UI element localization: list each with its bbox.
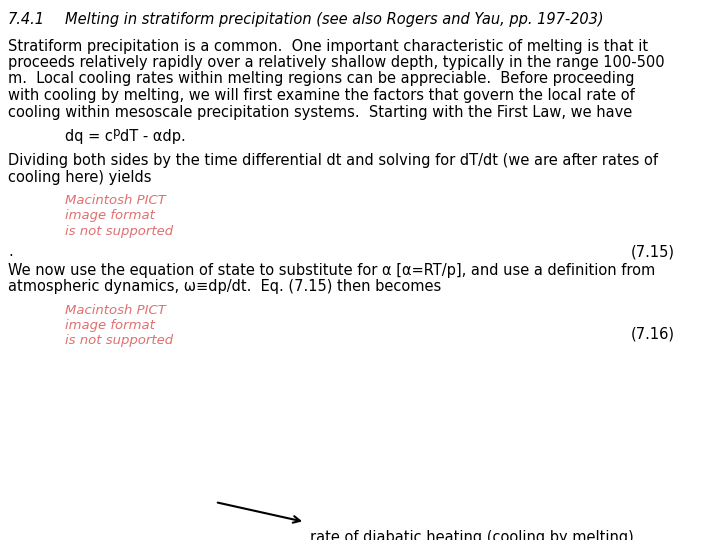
Text: atmospheric dynamics, ω≡dp/dt.  Eq. (7.15) then becomes: atmospheric dynamics, ω≡dp/dt. Eq. (7.15… <box>8 280 441 294</box>
Text: m.  Local cooling rates within melting regions can be appreciable.  Before proce: m. Local cooling rates within melting re… <box>8 71 634 86</box>
Text: dq = c: dq = c <box>65 129 113 144</box>
Text: image format: image format <box>65 319 155 332</box>
Text: proceeds relatively rapidly over a relatively shallow depth, typically in the ra: proceeds relatively rapidly over a relat… <box>8 55 665 70</box>
Text: We now use the equation of state to substitute for α [α=RT/p], and use a definit: We now use the equation of state to subs… <box>8 263 655 278</box>
Text: .: . <box>8 245 13 260</box>
Text: image format: image format <box>65 210 155 222</box>
Text: 7.4.1: 7.4.1 <box>8 12 45 27</box>
Text: p: p <box>113 126 120 139</box>
Text: is not supported: is not supported <box>65 225 173 238</box>
Text: with cooling by melting, we will first examine the factors that govern the local: with cooling by melting, we will first e… <box>8 88 635 103</box>
Text: is not supported: is not supported <box>65 334 173 347</box>
Text: (7.16): (7.16) <box>631 327 675 341</box>
Text: cooling here) yields: cooling here) yields <box>8 170 151 185</box>
Text: rate of diabatic heating (cooling by melting): rate of diabatic heating (cooling by mel… <box>310 530 634 540</box>
Text: Dividing both sides by the time differential dt and solving for dT/dt (we are af: Dividing both sides by the time differen… <box>8 153 658 168</box>
Text: cooling within mesoscale precipitation systems.  Starting with the First Law, we: cooling within mesoscale precipitation s… <box>8 105 632 119</box>
Text: Macintosh PICT: Macintosh PICT <box>65 304 166 317</box>
Text: Melting in stratiform precipitation (see also Rogers and Yau, pp. 197-203): Melting in stratiform precipitation (see… <box>65 12 603 27</box>
Text: Macintosh PICT: Macintosh PICT <box>65 194 166 207</box>
Text: (7.15): (7.15) <box>631 245 675 260</box>
Text: dT - αdp.: dT - αdp. <box>120 129 186 144</box>
Text: Stratiform precipitation is a common.  One important characteristic of melting i: Stratiform precipitation is a common. On… <box>8 38 648 53</box>
